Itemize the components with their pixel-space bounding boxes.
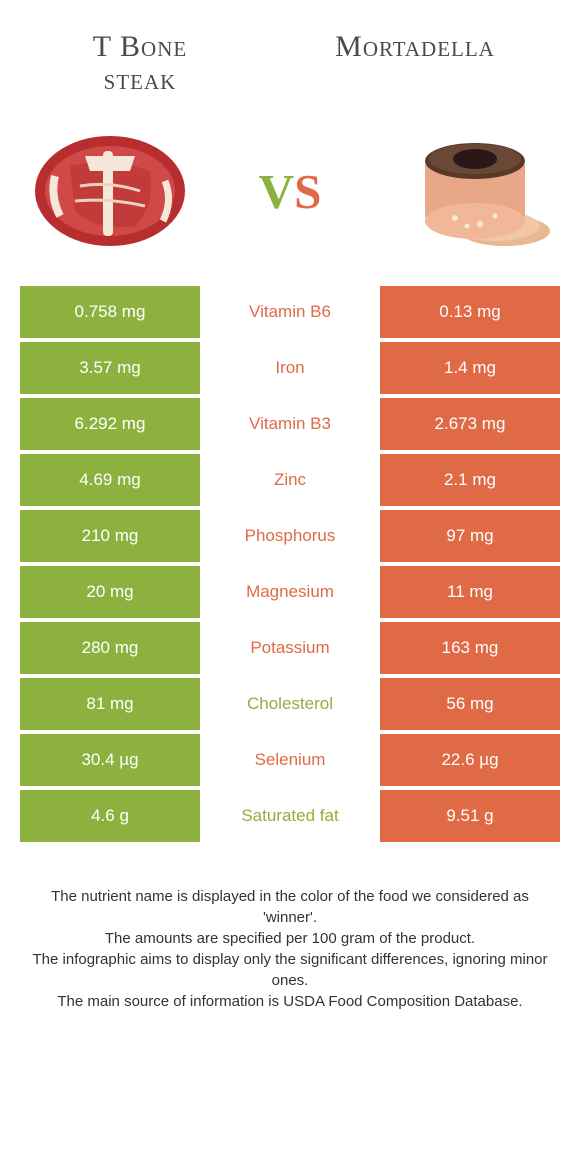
mortadella-image: [385, 116, 555, 256]
cell-right-value: 11 mg: [380, 566, 560, 618]
table-row: 6.292 mgVitamin B32.673 mg: [20, 398, 560, 450]
table-row: 3.57 mgIron1.4 mg: [20, 342, 560, 394]
cell-nutrient-label: Cholesterol: [200, 678, 380, 730]
cell-right-value: 0.13 mg: [380, 286, 560, 338]
cell-left-value: 4.69 mg: [20, 454, 200, 506]
footer-line3: The infographic aims to display only the…: [30, 949, 550, 991]
header-row: T Bone steak Mortadella: [0, 0, 580, 106]
cell-nutrient-label: Potassium: [200, 622, 380, 674]
comparison-table: 0.758 mgVitamin B60.13 mg3.57 mgIron1.4 …: [20, 286, 560, 842]
cell-left-value: 6.292 mg: [20, 398, 200, 450]
steak-image: [25, 116, 195, 256]
cell-right-value: 163 mg: [380, 622, 560, 674]
cell-right-value: 97 mg: [380, 510, 560, 562]
vs-v: v: [259, 147, 294, 224]
table-row: 280 mgPotassium163 mg: [20, 622, 560, 674]
table-row: 81 mgCholesterol56 mg: [20, 678, 560, 730]
cell-right-value: 2.1 mg: [380, 454, 560, 506]
cell-nutrient-label: Selenium: [200, 734, 380, 786]
cell-left-value: 81 mg: [20, 678, 200, 730]
cell-right-value: 1.4 mg: [380, 342, 560, 394]
table-row: 30.4 µgSelenium22.6 µg: [20, 734, 560, 786]
footer-line4: The main source of information is USDA F…: [30, 991, 550, 1012]
table-row: 210 mgPhosphorus97 mg: [20, 510, 560, 562]
images-row: vs: [0, 106, 580, 286]
title-left-line2: steak: [104, 63, 177, 96]
cell-nutrient-label: Zinc: [200, 454, 380, 506]
cell-nutrient-label: Vitamin B6: [200, 286, 380, 338]
cell-right-value: 2.673 mg: [380, 398, 560, 450]
cell-left-value: 280 mg: [20, 622, 200, 674]
cell-left-value: 210 mg: [20, 510, 200, 562]
title-left-line1: T Bone: [93, 30, 187, 63]
cell-right-value: 56 mg: [380, 678, 560, 730]
footer-notes: The nutrient name is displayed in the co…: [0, 846, 580, 1032]
table-row: 20 mgMagnesium11 mg: [20, 566, 560, 618]
title-left: T Bone steak: [50, 30, 230, 96]
footer-line1: The nutrient name is displayed in the co…: [30, 886, 550, 928]
table-row: 0.758 mgVitamin B60.13 mg: [20, 286, 560, 338]
vs-text: vs: [259, 146, 322, 226]
cell-left-value: 3.57 mg: [20, 342, 200, 394]
table-row: 4.6 gSaturated fat9.51 g: [20, 790, 560, 842]
cell-left-value: 4.6 g: [20, 790, 200, 842]
cell-right-value: 9.51 g: [380, 790, 560, 842]
cell-left-value: 30.4 µg: [20, 734, 200, 786]
cell-nutrient-label: Saturated fat: [200, 790, 380, 842]
title-right: Mortadella: [300, 30, 530, 63]
cell-left-value: 20 mg: [20, 566, 200, 618]
cell-nutrient-label: Vitamin B3: [200, 398, 380, 450]
cell-right-value: 22.6 µg: [380, 734, 560, 786]
cell-left-value: 0.758 mg: [20, 286, 200, 338]
cell-nutrient-label: Phosphorus: [200, 510, 380, 562]
table-row: 4.69 mgZinc2.1 mg: [20, 454, 560, 506]
footer-line2: The amounts are specified per 100 gram o…: [30, 928, 550, 949]
vs-s: s: [294, 147, 321, 224]
cell-nutrient-label: Iron: [200, 342, 380, 394]
cell-nutrient-label: Magnesium: [200, 566, 380, 618]
